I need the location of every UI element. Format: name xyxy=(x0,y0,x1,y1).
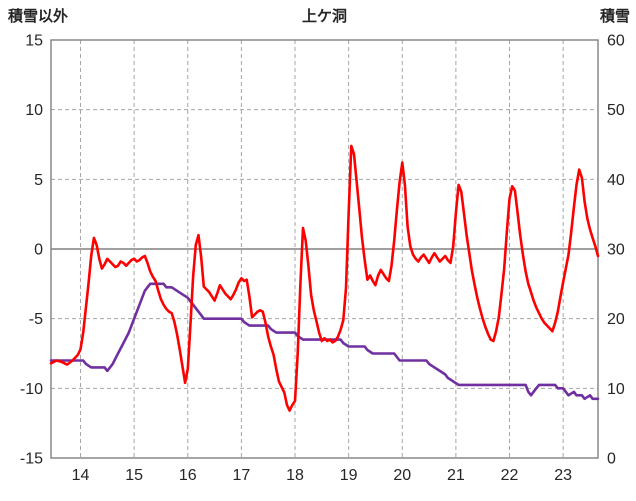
y-left-tick-label: 0 xyxy=(34,242,43,259)
x-tick-label: 19 xyxy=(340,467,358,484)
right-axis-title: 積雪 xyxy=(599,8,630,25)
x-tick-label: 17 xyxy=(232,467,250,484)
x-tick-label: 23 xyxy=(554,467,572,484)
y-right-tick-label: 60 xyxy=(607,33,625,50)
y-right-tick-label: 0 xyxy=(607,451,616,468)
y-left-tick-label: -5 xyxy=(29,311,43,328)
temperature-series-line xyxy=(49,144,600,412)
x-tick-label: 20 xyxy=(393,467,411,484)
y-left-tick-label: 10 xyxy=(25,102,43,119)
y-right-tick-label: 40 xyxy=(607,172,625,189)
y-left-tick-label: 5 xyxy=(34,172,43,189)
x-tick-label: 21 xyxy=(447,467,465,484)
y-right-tick-label: 20 xyxy=(607,311,625,328)
y-right-tick-label: 30 xyxy=(607,242,625,259)
x-tick-label: 22 xyxy=(501,467,519,484)
y-left-tick-label: -10 xyxy=(20,381,43,398)
y-right-tick-label: 50 xyxy=(607,102,625,119)
y-right-tick-label: 10 xyxy=(607,381,625,398)
chart-title: 上ケ洞 xyxy=(301,8,347,25)
y-left-tick-label: 15 xyxy=(25,33,43,50)
plot-frame xyxy=(50,39,599,459)
x-tick-label: 15 xyxy=(125,467,143,484)
snow-depth-series-line xyxy=(49,282,600,401)
y-left-tick-label: -15 xyxy=(20,451,43,468)
left-axis-title: 積雪以外 xyxy=(8,8,69,25)
x-tick-label: 18 xyxy=(286,467,304,484)
x-tick-label: 14 xyxy=(72,467,90,484)
x-tick-label: 16 xyxy=(179,467,197,484)
